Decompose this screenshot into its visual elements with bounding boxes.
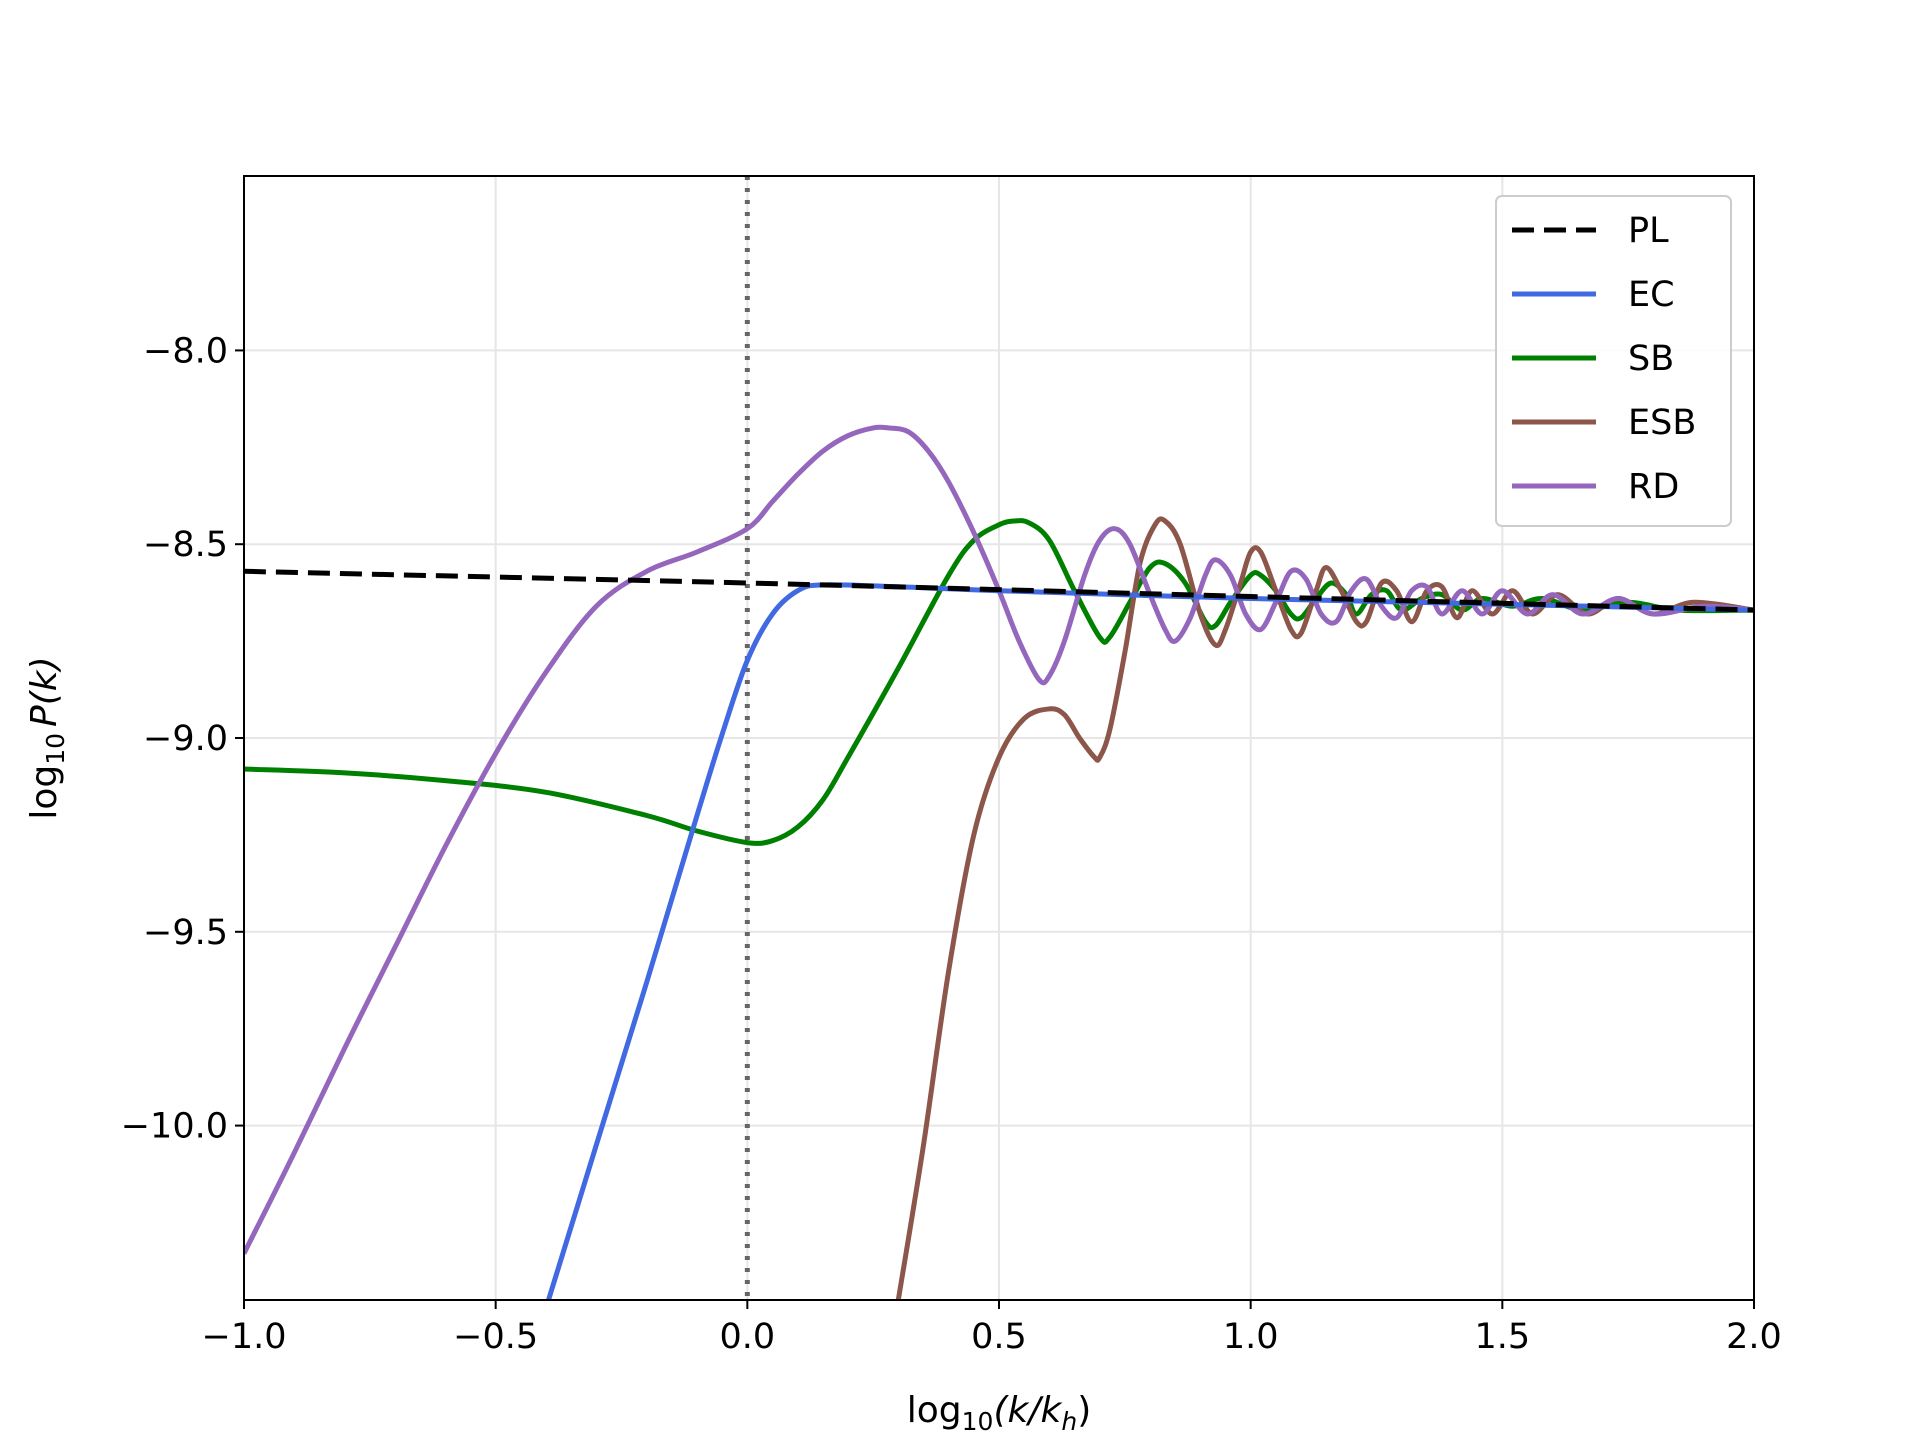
legend-label-rd: RD: [1628, 467, 1679, 507]
legend-box: [1495, 195, 1732, 527]
x-axis-label-expr: (k/k: [993, 1390, 1063, 1431]
y-axis-label: log10 P(k): [24, 656, 70, 819]
axis-ticks: −1.0 −0.5 0.0 0.5 1.0 1.5 2.0 −8.0 −8.5 −9.0 −9.5 −…: [121, 331, 1782, 1357]
y-tick-label: −10.0: [121, 1107, 228, 1147]
legend-label-pl: PL: [1628, 211, 1669, 251]
x-axis-label-close: ): [1077, 1390, 1091, 1431]
series-line-rd: [244, 424, 1754, 1255]
legend: PL EC SB ESB RD: [1495, 195, 1732, 527]
series-line-esb: [895, 516, 1754, 1300]
legend-label-esb: ESB: [1628, 403, 1696, 443]
y-tick-label: −9.5: [143, 913, 228, 953]
y-tick-label: −8.0: [143, 331, 228, 371]
series-line-ec: [546, 582, 1754, 1300]
x-axis-label: log10(k/kh): [907, 1390, 1091, 1436]
x-axis-label-sub2: h: [1061, 1407, 1077, 1436]
y-axis-label-sub: 10: [41, 733, 70, 765]
x-tick-label: −0.5: [453, 1317, 538, 1357]
x-tick-label: 0.0: [719, 1317, 775, 1357]
x-tick-label: 1.0: [1223, 1317, 1279, 1357]
series-line-sb: [244, 518, 1754, 846]
x-axis-label-sub: 10: [962, 1407, 994, 1436]
x-tick-label: −1.0: [202, 1317, 287, 1357]
x-axis-label-log: log: [907, 1390, 962, 1431]
y-tick-label: −9.0: [143, 719, 228, 759]
legend-label-ec: EC: [1628, 275, 1675, 315]
y-tick-label: −8.5: [143, 525, 228, 565]
y-axis-label-expr: P(k): [24, 656, 65, 727]
x-tick-label: 1.5: [1474, 1317, 1530, 1357]
x-tick-label: 2.0: [1726, 1317, 1782, 1357]
series-line-pl: [244, 568, 1754, 613]
legend-entries: PL EC SB ESB RD: [1512, 211, 1696, 507]
series-layer: [244, 424, 1754, 1300]
y-axis-label-log: log: [24, 765, 65, 820]
legend-label-sb: SB: [1628, 339, 1674, 379]
x-tick-label: 0.5: [971, 1317, 1027, 1357]
